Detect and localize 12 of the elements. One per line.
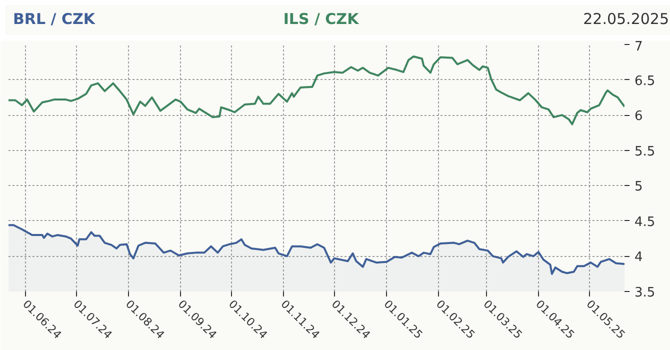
y-tick-label: 7 [634,40,643,54]
y-tick-label: 6 [634,109,643,124]
y-tick-label: 5 [634,180,643,195]
line-series [8,55,624,126]
y-tick-label: 6.5 [634,74,656,89]
y-tick-label: 3.5 [634,286,656,300]
text: ILS / CZK [283,9,359,30]
text: BRL / CZK [13,9,95,30]
y-tick-label: 5.5 [634,144,656,160]
chart-title: 22.05.2025 [583,9,669,30]
y-tick-label: 4.5 [634,214,656,230]
y-tick-label: 4 [634,250,643,266]
